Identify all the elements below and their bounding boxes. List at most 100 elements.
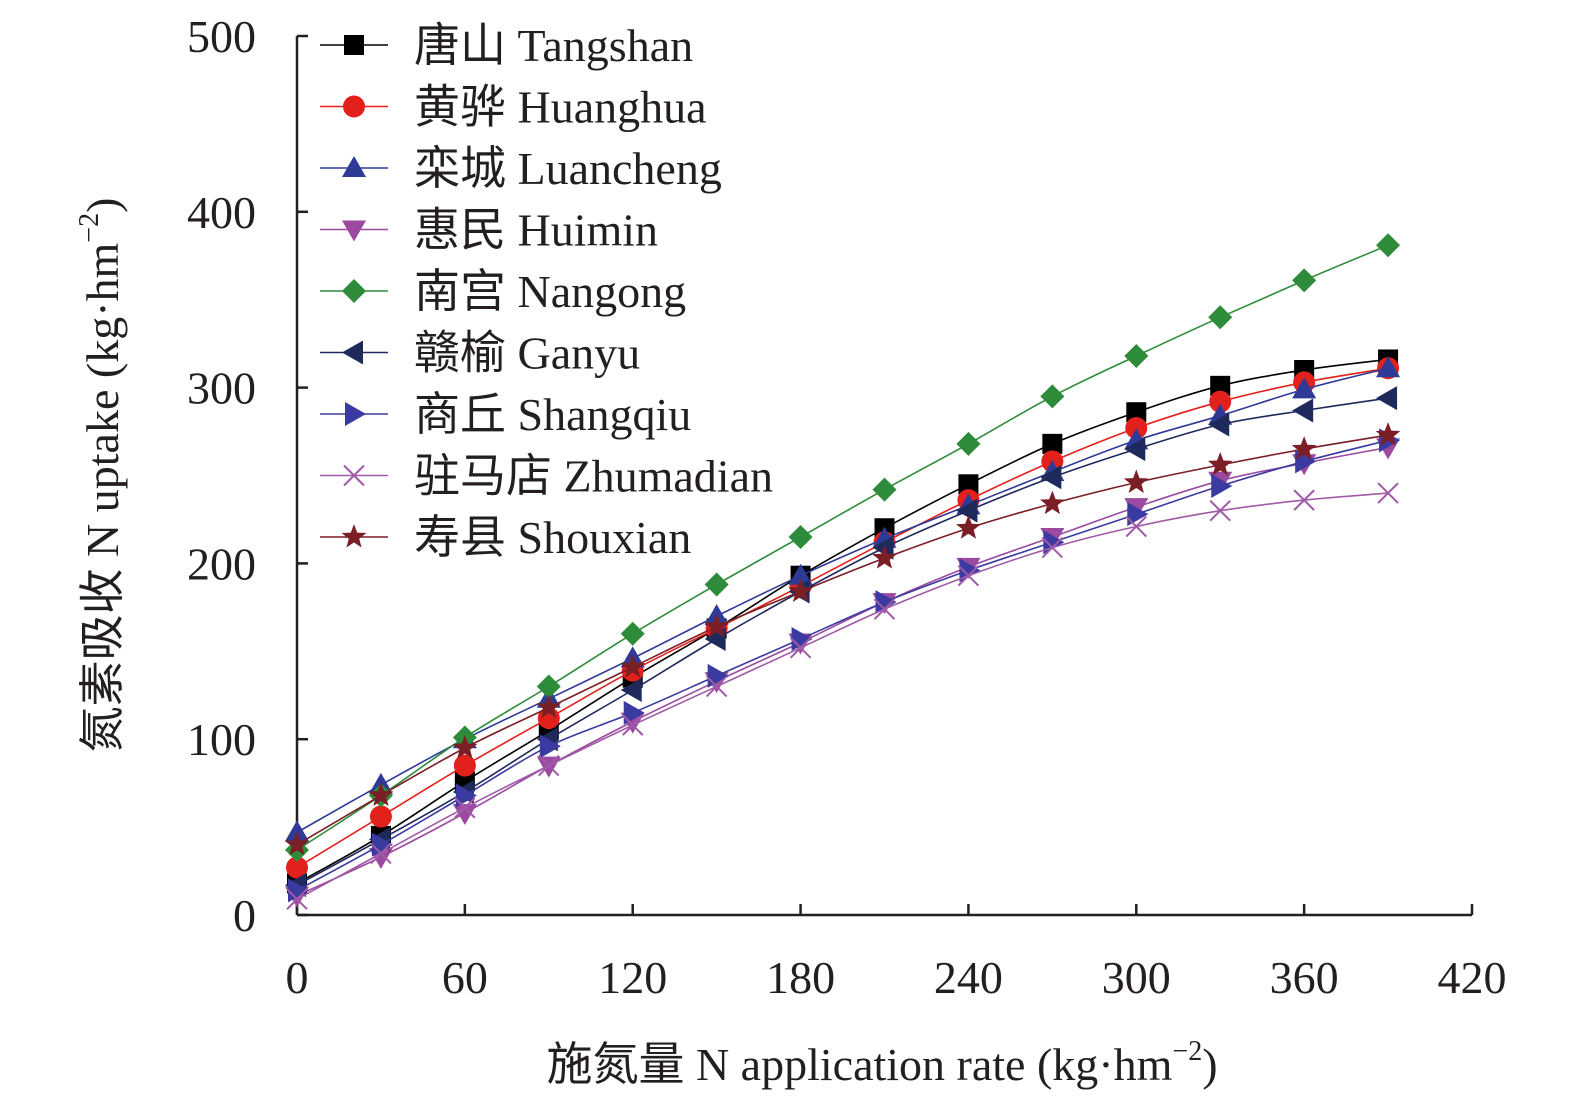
legend-marker — [343, 95, 365, 118]
legend-item: 黄骅 Huanghua — [320, 82, 707, 133]
data-point — [956, 515, 981, 539]
data-point — [454, 797, 476, 819]
y-tick-label: 100 — [187, 714, 256, 765]
x-tick-label: 120 — [598, 952, 667, 1003]
data-point — [538, 754, 560, 777]
data-point — [788, 578, 813, 602]
series-7 — [286, 482, 1399, 910]
data-point — [1124, 343, 1149, 368]
data-point — [539, 734, 561, 759]
data-point — [368, 782, 394, 806]
data-point — [789, 637, 812, 659]
data-point — [704, 572, 729, 597]
data-point — [1292, 268, 1317, 293]
y-axis-title-close: ) — [77, 198, 128, 213]
legend-label: 栾城 Luancheng — [414, 143, 722, 194]
data-point — [958, 474, 979, 495]
data-point — [286, 888, 308, 910]
data-point — [788, 525, 813, 550]
data-point — [455, 783, 477, 808]
data-point — [1040, 465, 1062, 490]
data-point — [875, 590, 897, 615]
data-point — [957, 564, 980, 587]
data-point — [286, 856, 308, 879]
y-axis-title-sup: −2 — [74, 213, 105, 243]
data-point — [620, 677, 642, 702]
data-point — [284, 831, 310, 856]
legend-label: 赣榆 Ganyu — [414, 328, 640, 379]
data-point — [622, 714, 644, 736]
legend-marker — [344, 35, 364, 55]
data-point — [1292, 398, 1314, 423]
data-point — [873, 598, 896, 620]
y-axis-title: 氮素吸收 N uptake (kg·hm−2) — [74, 198, 128, 753]
legend-marker — [342, 156, 366, 177]
data-point — [536, 694, 562, 719]
data-point — [453, 754, 476, 777]
legend-label: 黄骅 Huanghua — [414, 82, 707, 133]
data-point — [872, 477, 897, 502]
data-point — [1207, 452, 1233, 476]
legend-item: 惠民 Huimin — [320, 205, 658, 256]
data-point — [620, 654, 646, 678]
data-point — [620, 621, 645, 646]
legend-item: 驻马店 Zhumadian — [320, 451, 773, 502]
data-point — [1041, 536, 1064, 559]
x-tick-label: 420 — [1438, 952, 1507, 1003]
legend-label: 唐山 Tangshan — [414, 20, 693, 71]
data-point — [1376, 356, 1401, 378]
series-8 — [284, 422, 1401, 856]
x-tick-label: 180 — [766, 952, 835, 1003]
axes: 0 100 200 300 400 500 0 60 120 180 240 300 360 420 — [187, 11, 1507, 1003]
legend-label: 惠民 Huimin — [414, 205, 658, 256]
legend-marker — [345, 402, 366, 426]
y-tick-label: 400 — [187, 187, 256, 238]
legend-marker — [343, 464, 365, 487]
data-point — [452, 735, 478, 759]
data-point — [1125, 515, 1147, 538]
legend-label: 南宫 Nangong — [414, 266, 686, 317]
data-point — [1210, 375, 1231, 396]
x-tick-label: 360 — [1270, 952, 1339, 1003]
series-line — [296, 434, 1389, 846]
data-point — [1124, 437, 1146, 462]
y-tick-label: 500 — [187, 11, 256, 62]
data-point — [452, 804, 477, 826]
data-point — [1211, 474, 1233, 499]
data-point — [1208, 412, 1230, 437]
y-tick-label: 200 — [187, 538, 256, 589]
data-point — [788, 563, 813, 585]
legend-item: 寿县 Shouxian — [320, 512, 691, 563]
x-axis-title-sup: −2 — [1172, 1036, 1202, 1067]
data-point — [956, 431, 981, 456]
data-point — [1127, 502, 1149, 527]
legend-item: 商丘 Shangqiu — [320, 389, 691, 440]
data-point — [536, 674, 561, 699]
legend-marker — [342, 220, 366, 242]
data-point — [1040, 384, 1065, 409]
data-point — [1376, 386, 1398, 411]
data-point — [1377, 482, 1399, 504]
x-axis-title-close: ) — [1202, 1039, 1217, 1090]
legend-item: 南宫 Nangong — [320, 266, 686, 317]
series-layer — [284, 233, 1401, 910]
x-tick-label: 240 — [934, 952, 1003, 1003]
data-point — [623, 700, 645, 725]
y-tick-label: 300 — [187, 363, 256, 414]
data-point — [1209, 390, 1232, 413]
x-tick-label: 0 — [286, 952, 309, 1003]
x-tick-label: 60 — [442, 952, 488, 1003]
x-axis-title: 施氮量 N application rate (kg·hm−2) — [546, 1036, 1217, 1090]
data-point — [956, 498, 978, 523]
data-point — [872, 545, 897, 569]
legend-item: 唐山 Tangshan — [320, 20, 693, 71]
data-point — [1375, 422, 1401, 446]
data-point — [1042, 433, 1063, 454]
data-point — [1209, 499, 1231, 522]
y-axis-title-main: 氮素吸收 N uptake (kg·hm — [77, 242, 128, 752]
data-point — [1293, 489, 1315, 511]
legend-item: 赣榆 Ganyu — [320, 328, 640, 379]
y-tick-label: 0 — [233, 890, 256, 941]
data-point — [370, 842, 392, 865]
